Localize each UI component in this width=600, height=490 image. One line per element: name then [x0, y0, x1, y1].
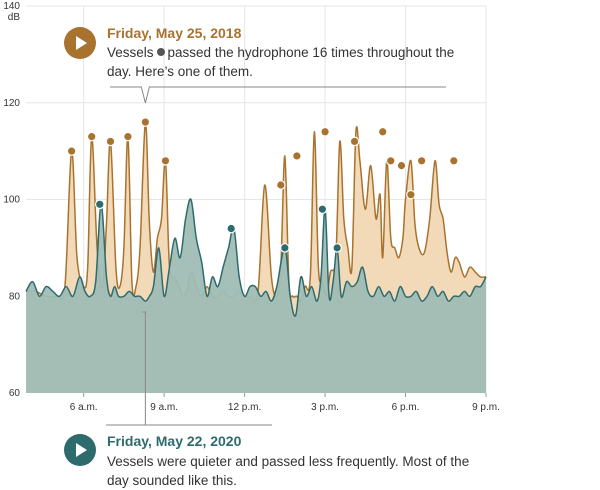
- vessel-marker-2018-1: [66, 146, 77, 156]
- y-tick-label-100: 100: [3, 195, 20, 206]
- vessel-marker-2018-4: [123, 131, 133, 142]
- vessel-dot-icon: [156, 48, 165, 57]
- vessel-marker-2018-6: [160, 156, 171, 166]
- y-tick-label-140: 140: [3, 1, 20, 12]
- vessel-marker-2018-16: [449, 156, 459, 166]
- vessel-marker-2018-8: [292, 151, 302, 161]
- chart-markers: [66, 117, 459, 253]
- callout-leader-lines: [106, 86, 446, 426]
- callout-2020-title: Friday, May 22, 2020: [107, 433, 242, 449]
- play-icon: [76, 36, 87, 50]
- callout-2018-body-end: passed the hydrophone 16 times throughou…: [107, 45, 455, 79]
- vessel-marker-2018-2: [86, 131, 97, 142]
- vessel-marker-2018-15: [416, 156, 427, 166]
- y-tick-label-120: 120: [3, 98, 20, 109]
- x-tick-label-18: 6 p.m.: [392, 402, 420, 413]
- y-tick-label-80: 80: [9, 291, 21, 302]
- callout-2018-title: Friday, May 25, 2018: [107, 25, 242, 41]
- leader-line-2018: [110, 86, 446, 104]
- x-tick-label-6: 6 a.m.: [70, 402, 98, 413]
- vessel-marker-2018-9: [320, 126, 330, 137]
- vessel-marker-2020-4: [317, 204, 328, 214]
- chart-areas: [25, 121, 487, 394]
- line-2020: [25, 198, 487, 317]
- vessel-marker-2018-14: [406, 189, 416, 200]
- play-button-2020[interactable]: [64, 434, 96, 466]
- x-tick-label-12: 12 p.m.: [228, 402, 261, 413]
- y-tick-label-60: 60: [9, 388, 21, 399]
- vessel-marker-2020-5: [332, 243, 342, 253]
- vessel-marker-2018-3: [105, 136, 116, 147]
- leader-line-2020-stem: [142, 311, 146, 425]
- callout-2020-body: Vessels were quieter and passed less fre…: [107, 454, 470, 488]
- vessel-marker-2018-10: [349, 136, 360, 147]
- play-button-2018[interactable]: [64, 27, 96, 59]
- callout-2018-body: Vessels passed the hydrophone 16 times th…: [107, 43, 467, 81]
- vessel-marker-2018-5: [140, 117, 151, 127]
- vessel-marker-2020-1: [94, 199, 105, 210]
- vessel-marker-2018-11: [377, 126, 388, 137]
- y-axis-unit-label: dB: [8, 12, 21, 23]
- x-tick-label-21: 9 p.m.: [472, 402, 500, 413]
- vessel-marker-2018-12: [385, 156, 396, 166]
- x-tick-label-15: 3 p.m.: [311, 402, 339, 413]
- x-tick-label-9: 9 a.m.: [150, 402, 178, 413]
- area-2020: [26, 199, 486, 393]
- vessel-marker-2020-2: [226, 223, 236, 234]
- callout-2018-body-start: Vessels: [107, 45, 154, 60]
- vessel-marker-2020-3: [280, 243, 290, 253]
- vessel-marker-2018-13: [396, 160, 407, 171]
- vessel-marker-2018-7: [276, 180, 286, 190]
- play-icon: [76, 443, 87, 457]
